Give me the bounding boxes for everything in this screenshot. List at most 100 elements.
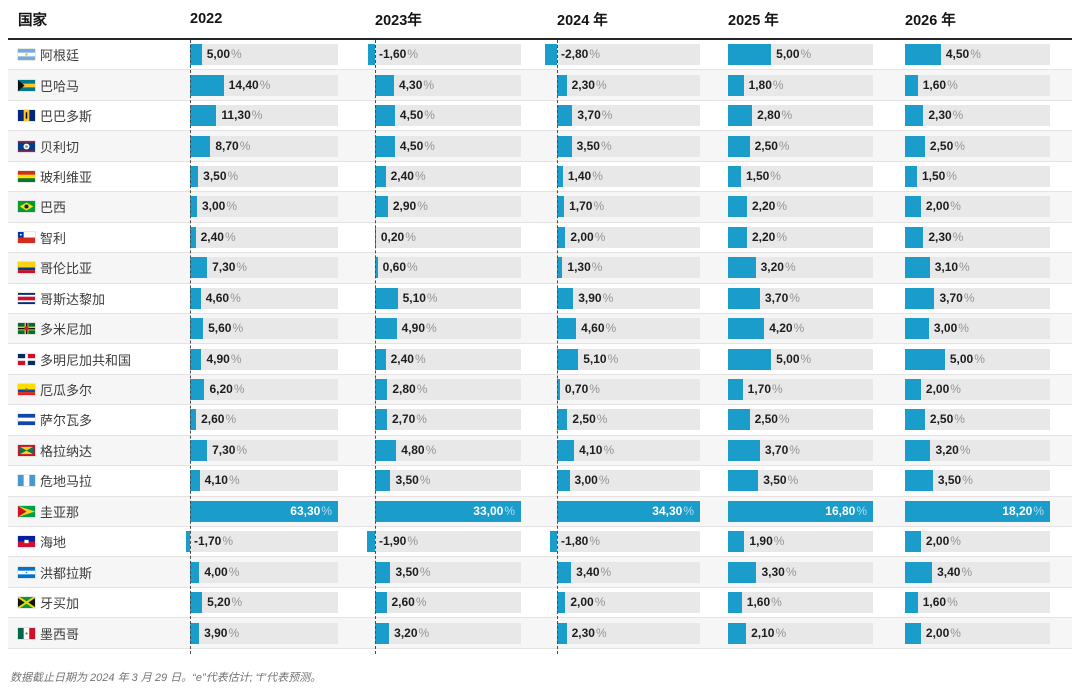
value-label: 4,90% — [206, 351, 242, 366]
table-row: 墨西哥 3,90% 3,20% 2,30% 2,10% 2,00% — [8, 618, 1072, 649]
value-bar — [190, 622, 200, 644]
value-bar — [905, 257, 930, 279]
bar-track: 3,50% — [375, 470, 521, 492]
value-bar — [375, 379, 388, 401]
country-name: 萨尔瓦多 — [40, 413, 93, 429]
country-name: 海地 — [40, 535, 67, 551]
country-cell: 格拉纳达 — [8, 441, 190, 460]
bar-track: 1,90% — [728, 531, 873, 553]
table-row: 格拉纳达 7,30% 4,80% 4,10% 3,70% 3,20% — [8, 435, 1072, 467]
value-bar — [728, 105, 753, 127]
value-bar — [557, 135, 572, 157]
country-cell: 哥斯达黎加 — [8, 289, 190, 308]
country-cell: 巴西 — [8, 197, 190, 216]
country-name: 格拉纳达 — [40, 443, 93, 459]
value-label: 4,50% — [399, 108, 435, 123]
value-label: 4,60% — [581, 321, 617, 336]
country-cell: 巴哈马 — [8, 76, 190, 95]
table-row: 巴巴多斯 11,30% 4,50% 3,70% 2,80% 2,30% — [8, 101, 1072, 132]
bar-track: 1,30% — [557, 257, 700, 279]
bar-track: 4,80% — [375, 439, 521, 461]
value-bar — [557, 348, 579, 370]
value-bar — [905, 439, 931, 461]
country-name: 哥伦比亚 — [40, 261, 93, 277]
value-bar — [557, 439, 575, 461]
flag-dominican-republic-icon — [18, 353, 35, 365]
value-label: 4,90% — [401, 321, 437, 336]
country-cell: 多明尼加共和国 — [8, 350, 190, 369]
value-label: 1,60% — [922, 77, 958, 92]
country-cell: 厄瓜多尔 — [8, 380, 190, 399]
value-label: 2,60% — [391, 595, 427, 610]
value-label: 0,60% — [382, 260, 418, 275]
value-bar — [375, 105, 395, 127]
value-bar — [190, 226, 196, 248]
bar-track: 3,50% — [190, 165, 338, 187]
bar-track: 5,10% — [557, 348, 700, 370]
value-bar — [375, 74, 395, 96]
value-bar — [905, 531, 921, 553]
zero-baseline-2024 — [556, 40, 558, 654]
value-label: 7,30% — [212, 260, 248, 275]
bar-track: 63,30% — [190, 500, 338, 522]
value-bar — [375, 196, 388, 218]
value-bar — [905, 196, 921, 218]
value-label: 2,60% — [201, 412, 237, 427]
country-cell: 巴巴多斯 — [8, 106, 190, 125]
value-label: 34,30% — [652, 503, 694, 518]
bar-track: 2,90% — [375, 196, 521, 218]
bar-track: 2,80% — [728, 105, 873, 127]
bar-track: 3,00% — [190, 196, 338, 218]
table-row: 多明尼加共和国 4,90% 2,40% 5,10% 5,00% 5,00% — [8, 344, 1072, 375]
value-label: 1,50% — [921, 168, 957, 183]
bar-track: 2,40% — [375, 348, 521, 370]
value-label: 2,30% — [928, 229, 964, 244]
bar-track: 4,50% — [375, 135, 521, 157]
value-label: 1,60% — [746, 595, 782, 610]
value-label: 1,50% — [745, 168, 781, 183]
value-bar — [728, 257, 756, 279]
value-label: 2,50% — [929, 138, 965, 153]
country-cell: 哥伦比亚 — [8, 258, 190, 277]
bar-track: 2,00% — [905, 379, 1050, 401]
value-label: 3,30% — [761, 564, 797, 579]
bar-track: 2,50% — [905, 135, 1050, 157]
value-bar — [557, 287, 574, 309]
value-label: 1,90% — [749, 534, 785, 549]
flag-argentina-icon — [18, 49, 35, 61]
value-label: 3,50% — [576, 138, 612, 153]
value-bar — [728, 622, 747, 644]
country-name: 洪都拉斯 — [40, 565, 93, 581]
bar-track: 1,60% — [728, 592, 873, 614]
flag-guatemala-icon — [18, 475, 35, 487]
value-bar — [190, 379, 205, 401]
value-bar — [190, 592, 203, 614]
value-label: 8,70% — [215, 138, 251, 153]
country-name: 厄瓜多尔 — [40, 383, 93, 399]
value-bar — [728, 165, 741, 187]
value-bar — [905, 74, 918, 96]
zero-baseline-2023 — [374, 40, 376, 654]
bar-track: 0,70% — [557, 379, 700, 401]
value-label: 3,20% — [760, 260, 796, 275]
value-label: 2,10% — [751, 625, 787, 640]
value-label: 11,30% — [221, 108, 263, 123]
value-bar — [190, 287, 201, 309]
bar-track: 3,50% — [375, 561, 521, 583]
bar-track: 4,60% — [557, 318, 700, 340]
value-label: 2,80% — [392, 382, 428, 397]
bar-track: 11,30% — [190, 105, 338, 127]
country-cell: 墨西哥 — [8, 624, 190, 643]
value-label: 3,40% — [576, 564, 612, 579]
table-row: 厄瓜多尔 6,20% 2,80% 0,70% 1,70% 2,00% — [8, 374, 1072, 406]
bar-track: 3,70% — [728, 439, 873, 461]
bar-track: 3,90% — [557, 287, 700, 309]
value-bar — [549, 531, 557, 553]
value-bar — [557, 226, 566, 248]
bar-track: 1,50% — [905, 165, 1050, 187]
table-row: 牙买加 5,20% 2,60% 2,00% 1,60% 1,60% — [8, 588, 1072, 619]
country-name: 哥斯达黎加 — [40, 291, 106, 307]
value-bar — [190, 165, 199, 187]
bar-track: 2,00% — [905, 531, 1050, 553]
value-bar — [190, 44, 202, 66]
